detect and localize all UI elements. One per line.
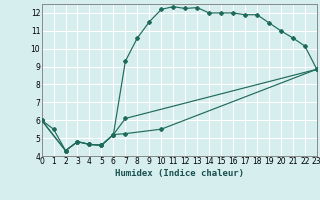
X-axis label: Humidex (Indice chaleur): Humidex (Indice chaleur): [115, 169, 244, 178]
